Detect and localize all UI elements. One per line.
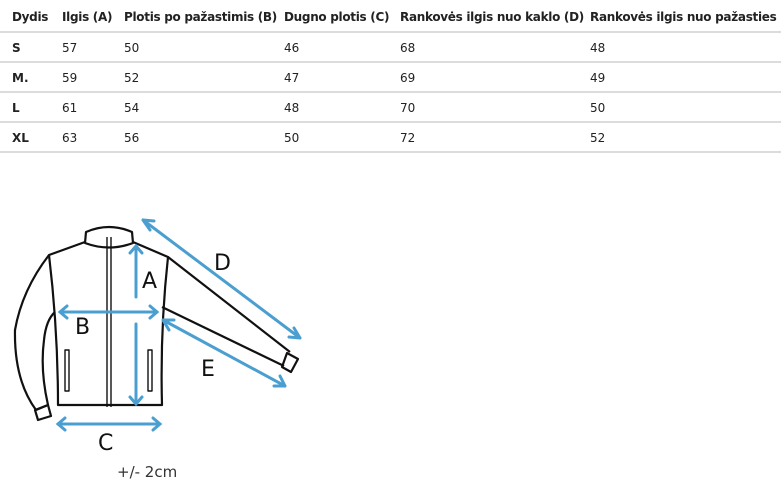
- cell: 59: [62, 71, 78, 85]
- label-a: A: [142, 269, 157, 294]
- table-row: M. 59 52 47 69 49: [0, 63, 781, 93]
- cell: 50: [124, 41, 140, 55]
- cell: 52: [124, 71, 140, 85]
- cell: 48: [590, 41, 606, 55]
- jacket-outline: [13, 225, 300, 422]
- cell: 70: [400, 101, 416, 115]
- cell: 48: [284, 101, 300, 115]
- cell: 54: [124, 101, 140, 115]
- cell: 63: [62, 131, 78, 145]
- cell: 49: [590, 71, 606, 85]
- cell: 68: [400, 41, 416, 55]
- cell: 52: [590, 131, 606, 145]
- table-row: L 61 54 48 70 50: [0, 93, 781, 123]
- cell: 50: [284, 131, 300, 145]
- cell: 69: [400, 71, 416, 85]
- cell: 61: [62, 101, 78, 115]
- header-cell: Dydis: [12, 10, 49, 24]
- cell: 46: [284, 41, 300, 55]
- cell: 56: [124, 131, 140, 145]
- measure-arrows: [55, 218, 302, 432]
- cell: 47: [284, 71, 300, 85]
- header-cell: Dugno plotis (C): [284, 10, 390, 24]
- table-row: S 57 50 46 68 48: [0, 33, 781, 63]
- cell: S: [12, 41, 21, 55]
- cell: L: [12, 101, 20, 115]
- label-b: B: [75, 315, 90, 340]
- tolerance-note: +/- 2cm: [117, 463, 177, 481]
- header-cell: Plotis po pažastimis (B): [124, 10, 277, 24]
- label-e: E: [201, 357, 215, 382]
- header-cell: Rankovės ilgis nuo pažasties (E): [590, 10, 781, 24]
- cell: 50: [590, 101, 606, 115]
- table-header: Dydis Ilgis (A) Plotis po pažastimis (B)…: [0, 0, 781, 33]
- label-c: C: [98, 431, 113, 456]
- cell: 57: [62, 41, 78, 55]
- size-table: Dydis Ilgis (A) Plotis po pažastimis (B)…: [0, 0, 781, 153]
- cell: XL: [12, 131, 29, 145]
- table-row: XL 63 56 50 72 52: [0, 123, 781, 153]
- header-cell: Ilgis (A): [62, 10, 113, 24]
- cell: 72: [400, 131, 416, 145]
- header-cell: Rankovės ilgis nuo kaklo (D): [400, 10, 584, 24]
- label-d: D: [214, 251, 231, 276]
- cell: M.: [12, 71, 29, 85]
